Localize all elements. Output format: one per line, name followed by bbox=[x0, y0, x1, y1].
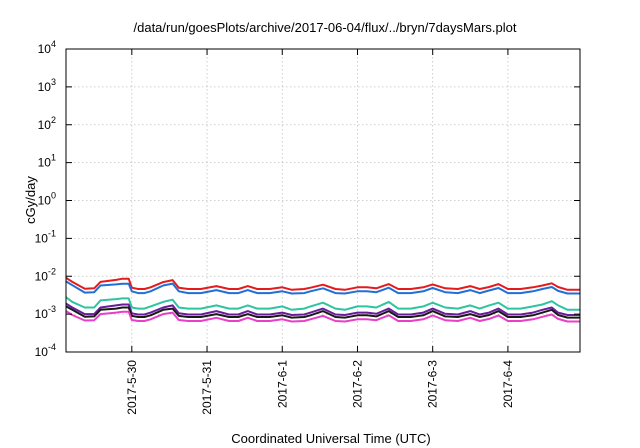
y-axis-label: cGy/day bbox=[23, 176, 38, 224]
x-tick-label: 2017-5-31 bbox=[200, 360, 214, 415]
series-line-2 bbox=[65, 280, 580, 295]
x-tick-label: 2017-5-30 bbox=[125, 360, 139, 415]
series-line-4 bbox=[65, 302, 580, 316]
x-tick-label: 2017-6-1 bbox=[275, 360, 289, 408]
series-line-3 bbox=[65, 296, 580, 311]
x-tick-label: 2017-6-3 bbox=[426, 360, 440, 408]
y-tick-label: 103 bbox=[38, 77, 56, 94]
x-tick-label: 2017-6-2 bbox=[350, 360, 364, 408]
y-tick-label: 102 bbox=[38, 115, 56, 132]
y-axis: 10-4 10-3 10-2 10-1 100 101 102 103 104 bbox=[35, 39, 580, 359]
series-line-1 bbox=[65, 276, 580, 291]
y-tick-label: 10-4 bbox=[35, 342, 56, 359]
series-line-5 bbox=[65, 305, 580, 319]
y-tick-label: 101 bbox=[38, 153, 56, 170]
y-tick-label: 10-3 bbox=[35, 304, 56, 321]
y-tick-label: 100 bbox=[38, 191, 56, 208]
chart-title: /data/run/goesPlots/archive/2017-06-04/f… bbox=[134, 20, 517, 35]
x-axis: 2017-5-30 2017-5-31 2017-6-1 2017-6-2 2017-6… bbox=[125, 49, 515, 415]
grid bbox=[66, 49, 580, 352]
y-tick-label: 104 bbox=[38, 39, 56, 56]
y-tick-label: 10-2 bbox=[35, 266, 56, 283]
series-line-6 bbox=[65, 310, 580, 323]
series-lines bbox=[65, 276, 580, 323]
y-tick-label: 10-1 bbox=[35, 228, 56, 245]
x-tick-label: 2017-6-4 bbox=[501, 360, 515, 408]
x-axis-label: Coordinated Universal Time (UTC) bbox=[231, 431, 430, 446]
